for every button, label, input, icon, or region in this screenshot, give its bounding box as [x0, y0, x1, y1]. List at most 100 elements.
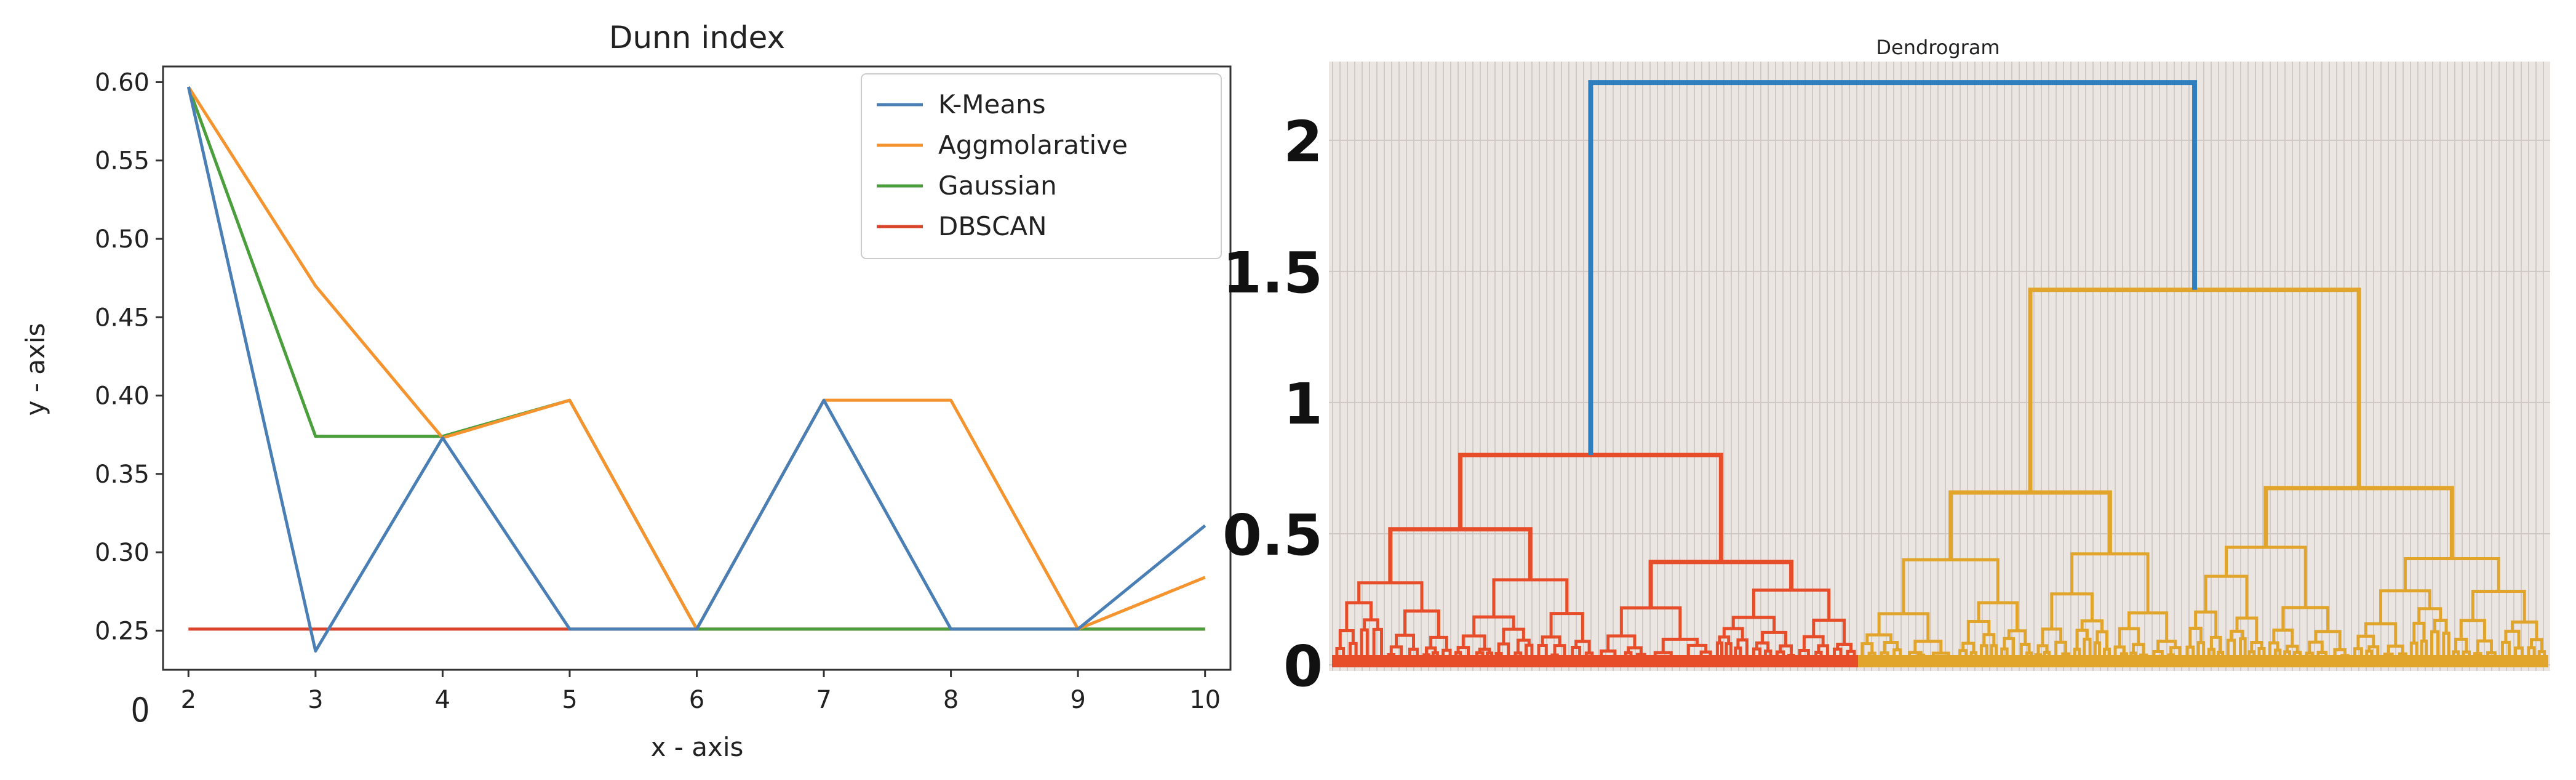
y-tick-label: 0.25 — [95, 617, 150, 645]
dendrogram-link — [2225, 545, 2307, 608]
x-tick-label: 9 — [1070, 686, 1085, 714]
y-tick-label: 0.55 — [95, 147, 150, 175]
dendrogram-link — [2454, 637, 2468, 653]
leaf-band-left — [1332, 655, 1858, 667]
dendrogram-link — [1492, 578, 1569, 617]
y-axis-label: y - axis — [20, 323, 50, 416]
dendrogram-link — [1883, 641, 1899, 653]
dendrogram-link — [1715, 641, 1723, 664]
dendrogram-link — [2036, 644, 2049, 655]
dendrogram-link — [2054, 640, 2068, 664]
dendrogram-link — [1627, 646, 1643, 655]
dendrogram-link — [1913, 640, 1943, 653]
dendrogram-link — [2281, 606, 2330, 632]
dendrogram-link — [1338, 629, 1355, 649]
dendrogram-y-tick-label: 0 — [1283, 633, 1323, 699]
x-ticks: 2 3 4 5 6 7 8 9 10 — [181, 670, 1221, 714]
dendrogram-link — [2459, 619, 2486, 641]
dendrogram-link — [1357, 581, 1424, 611]
x-tick-label: 6 — [689, 686, 704, 714]
dendrogram-link — [1761, 630, 1788, 646]
dendrogram-link — [1363, 618, 1379, 630]
dendrogram-link — [2268, 641, 2279, 664]
dendrogram-link — [1731, 616, 1776, 633]
dendrogram-link — [2070, 552, 2150, 613]
dendrogram-link — [2194, 610, 2218, 638]
dendrogram-link — [1348, 641, 1358, 664]
leaf-band-right — [1858, 655, 2548, 667]
y-tick-label: 0.35 — [95, 460, 150, 489]
legend-box — [861, 73, 1222, 259]
dendrogram-link — [2028, 287, 2361, 493]
legend-label: Gaussian — [938, 171, 1057, 201]
dendrogram-link — [2156, 640, 2177, 652]
x-tick-label: 2 — [181, 686, 196, 714]
x-tick-label: 7 — [816, 686, 831, 714]
dendrogram-link — [2083, 637, 2092, 664]
dendrogram-link — [2433, 618, 2448, 633]
dendrogram-link — [1902, 558, 2000, 614]
dendrogram-link — [2476, 639, 2493, 654]
dendrogram-y-tick-label: 2 — [1283, 109, 1323, 175]
x-tick-label: 10 — [1189, 686, 1221, 714]
dendrogram-links — [1332, 80, 2548, 667]
dendrogram-link — [2417, 607, 2442, 624]
dendrogram-link — [2510, 620, 2538, 640]
dendrogram-link — [1966, 620, 1991, 644]
dendrogram-link — [1345, 601, 1373, 631]
dendrogram-link — [2314, 630, 2342, 650]
dendrogram-link — [1755, 641, 1770, 651]
series-lines — [186, 86, 1206, 653]
dendrogram-y-tick-label: 1 — [1283, 371, 1323, 437]
dendrogram-link — [2387, 645, 2404, 654]
legend-items: K-Means Aggmolarative Gaussian DBSCAN — [877, 89, 1128, 241]
x-axis-label: x - axis — [651, 732, 744, 762]
y-tick-label: 0.50 — [95, 225, 150, 254]
dendrogram-link — [2075, 629, 2089, 649]
dendrogram-link — [2209, 635, 2222, 653]
dendrogram-link — [1478, 648, 1491, 653]
dendrogram-link — [1722, 627, 1744, 640]
chart-title: Dunn index — [609, 20, 785, 55]
x-tick-label: 8 — [943, 686, 959, 714]
dendrogram-root-link — [1588, 80, 2198, 456]
dendrogram-link — [1977, 601, 2019, 631]
dendrogram-link — [2409, 641, 2418, 664]
dendrogram-link — [2379, 589, 2431, 624]
legend-label: DBSCAN — [938, 211, 1047, 241]
series-line-k-means — [186, 86, 1206, 653]
x-tick-label: 5 — [562, 686, 577, 714]
dendrogram-link — [2095, 630, 2108, 649]
dendrogram-link — [1982, 633, 1996, 646]
legend: K-Means Aggmolarative Gaussian DBSCAN — [861, 73, 1222, 259]
y-tick-label: 0.45 — [95, 304, 150, 332]
y-tick-label: 0.40 — [95, 382, 150, 411]
dendrogram-link — [2003, 637, 2016, 664]
dendrogram-y-tick-label: 0.5 — [1222, 502, 1323, 568]
dendrogram-link — [1472, 615, 1515, 636]
dendrogram-link — [2530, 638, 2543, 652]
dunn-index-chart: Dunn index 0.600.550.500.450.400.350.300… — [20, 20, 1232, 762]
dendrogram-link — [1948, 490, 2112, 560]
dendrogram-link — [1779, 644, 1793, 656]
x-tick-label: 4 — [435, 686, 450, 714]
dendrogram-link — [2019, 642, 2031, 664]
legend-label: K-Means — [938, 89, 1046, 119]
dendrogram-title: Dendrogram — [1876, 36, 2000, 59]
dendrogram-link — [1553, 644, 1566, 664]
x-tick-label: 3 — [308, 686, 323, 714]
dendrogram-y-tick-label: 1.5 — [1222, 240, 1323, 306]
dendrogram-link — [1537, 643, 1548, 664]
y-ticks: 0.60 0.55 0.50 0.45 0.40 0.35 0.30 0.25 — [95, 68, 163, 645]
dendrogram-link — [1502, 627, 1525, 644]
dendrogram-link — [1718, 635, 1731, 644]
dendrogram-link — [2403, 557, 2500, 592]
dendrogram-y-ticks: 2 1.5 1 0.5 0 — [1222, 109, 1323, 699]
y-tick-label: 0.60 — [95, 68, 150, 97]
dendrogram-link — [2430, 630, 2439, 664]
y-tick-label: 0.30 — [95, 539, 150, 567]
dendrogram-link — [1619, 606, 1682, 640]
dendrogram-chart: Dendrogram 2 1.5 1 0.5 0 — [1222, 36, 2550, 699]
